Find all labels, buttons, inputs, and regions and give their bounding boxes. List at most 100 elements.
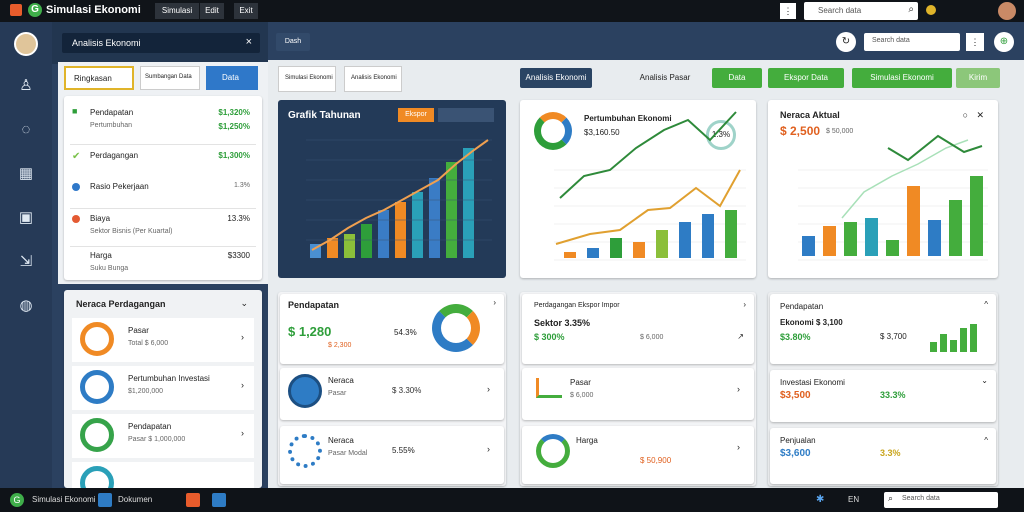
simulasi-ekonomi-button[interactable]: Simulasi Ekonomi [852, 68, 952, 88]
start-g-icon[interactable]: G [10, 493, 24, 507]
chat-icon[interactable]: ◌ [21, 121, 31, 138]
tray-icon[interactable]: ✱ [816, 494, 825, 505]
analisis-ekonomi-button[interactable]: Analisis Ekonomi [520, 68, 592, 88]
trade-summary[interactable]: Perdagangan Ekspor Impor Sektor 3.35% $ … [522, 294, 754, 364]
profile-avatar[interactable] [14, 32, 38, 56]
income-summary[interactable]: Pendapatan $ 1,280 54.3% $ 2,300 › [280, 294, 504, 364]
status-icon[interactable] [926, 5, 936, 15]
calendar-icon[interactable]: ▦ [18, 165, 34, 182]
revenue-summary[interactable]: Pendapatan Ekonomi $ 3,100 $3.80% $ 3,70… [770, 294, 996, 364]
chevron-right-icon[interactable]: › [241, 380, 244, 390]
chevron-icon[interactable]: › [737, 384, 740, 394]
bar [564, 252, 576, 258]
bar [970, 176, 983, 256]
tab-exit[interactable]: Exit [234, 3, 258, 19]
ring-green-icon [536, 434, 570, 468]
chevron-icon[interactable]: › [493, 298, 496, 307]
app-title: Simulasi Ekonomi [46, 4, 141, 16]
taskbar-app-dokumen[interactable]: Dokumen [118, 495, 153, 504]
chevron-icon[interactable]: › [487, 444, 490, 454]
analisis-pasar-button[interactable]: Analisis Pasar [639, 73, 691, 82]
bar [950, 340, 957, 352]
close-icon[interactable]: × [245, 36, 252, 48]
left-search[interactable]: Analisis Ekonomi × [62, 33, 260, 53]
chevron-right-icon[interactable]: › [241, 332, 244, 342]
arrow-icon[interactable]: ↗ [737, 332, 744, 341]
list-item[interactable]: Pasar Total $ 6,000 › [72, 318, 254, 362]
card-pct: 54.3% [394, 328, 417, 337]
list-item[interactable] [72, 462, 254, 500]
card-value: $ 6,000 [570, 392, 594, 399]
lang-indicator[interactable]: EN [848, 495, 860, 504]
card-value: $ 3.30% [392, 386, 422, 395]
card-value: Ekonomi $ 3,100 [780, 318, 843, 327]
subtab-analisis[interactable]: Analisis Ekonomi [344, 66, 402, 92]
chart-value: $ 2,500 [780, 124, 821, 138]
dash-button[interactable]: Dash [276, 33, 310, 51]
tab-ringkasan-label: Ringkasan [74, 74, 112, 83]
add-icon[interactable]: ⊕ [994, 32, 1014, 52]
item-value: $1,300% [218, 151, 250, 160]
title-bar: G Simulasi Ekonomi Simulasi Edit Exit ⋮ … [0, 0, 1024, 22]
chevron-icon[interactable]: › [743, 300, 746, 309]
app-orange-icon[interactable] [186, 493, 200, 507]
list-item[interactable]: Harga Suku Bunga $3300 [70, 246, 256, 276]
menu-icon[interactable]: ⋮ [780, 3, 796, 19]
docs-icon[interactable] [98, 493, 112, 507]
export-icon[interactable]: ⇲ [19, 253, 33, 270]
ekspor-data-button[interactable]: Ekspor Data [768, 68, 844, 88]
chevron-right-icon[interactable]: › [241, 428, 244, 438]
info-icon[interactable]: ○ [962, 110, 968, 120]
search-input[interactable]: Search data ⌕ [804, 2, 918, 20]
app-logo-icon [10, 4, 22, 16]
tab-edit[interactable]: Edit [200, 3, 224, 19]
user-avatar[interactable] [998, 2, 1016, 20]
close-icon[interactable]: ✕ [976, 110, 984, 120]
balance-card-2[interactable]: Neraca 5.55% Pasar Modal › [280, 426, 504, 484]
card-value: $3,500 [780, 390, 811, 401]
taskbar-app-simulasi[interactable]: Simulasi Ekonomi [32, 495, 96, 504]
tab-data[interactable]: Data [206, 66, 258, 90]
sales-card[interactable]: Penjualan $3,600 3.3% ^ [770, 428, 996, 484]
list-item[interactable]: ✔ Perdagangan $1,300% [70, 144, 256, 168]
chevron-down-icon[interactable]: ⌄ [240, 298, 248, 308]
chevron-icon[interactable]: ^ [984, 436, 988, 445]
user-icon[interactable]: ♙ [19, 77, 33, 94]
list-item[interactable]: Pertumbuhan Investasi $1,200,000 › [72, 366, 254, 410]
card-title: Pendapatan [288, 300, 340, 310]
avatar-ring-icon [288, 374, 322, 408]
list-item[interactable]: Biaya Sektor Bisnis (Per Kuartal) 13.3% [70, 208, 256, 238]
export-chart-button[interactable]: Ekspor [398, 108, 434, 122]
data-button[interactable]: Data [712, 68, 762, 88]
balance-card-1[interactable]: Neraca $ 3.30% Pasar › [280, 368, 504, 420]
app-blue-icon[interactable] [212, 493, 226, 507]
folder-icon[interactable]: ▣ [18, 209, 34, 226]
refresh-icon[interactable]: ↻ [836, 32, 856, 52]
tab-ringkasan[interactable]: Ringkasan [64, 66, 134, 90]
more-icon[interactable]: ⋮ [966, 33, 984, 51]
list-item[interactable]: Pendapatan Pasar $ 1,000,000 › [72, 414, 254, 458]
list-item[interactable]: ■ Pendapatan Pertumbuhan $1,320% $1,250% [70, 106, 256, 136]
subtab-simulasi[interactable]: Simulasi Ekonomi [278, 66, 336, 92]
chevron-icon[interactable]: › [487, 384, 490, 394]
chevron-icon[interactable]: › [737, 442, 740, 452]
market-card[interactable]: Pasar $ 6,000 › [522, 368, 754, 420]
investment-card[interactable]: Investasi Ekonomi $3,500 33.3% ⌄ [770, 370, 996, 422]
bar [702, 214, 714, 258]
tab-simulasi[interactable]: Simulasi [155, 3, 199, 19]
bar [970, 324, 977, 352]
price-card[interactable]: Harga $ 50,900 › [522, 426, 754, 484]
kirim-button[interactable]: Kirim [956, 68, 1000, 88]
sidebar: ♙ ◌ ▦ ▣ ⇲ ◍ [0, 22, 52, 488]
support-icon[interactable]: ◍ [19, 297, 33, 314]
chart-title: Neraca Aktual [780, 110, 840, 120]
bar [928, 220, 941, 256]
tab-sumbangan[interactable]: Sumbangan Data [140, 66, 200, 90]
chevron-icon[interactable]: ⌄ [981, 376, 988, 385]
taskbar-search[interactable]: ⌕ Search data [884, 492, 998, 508]
card-value: $ 50,900 [640, 456, 672, 465]
list-item[interactable]: Rasio Pekerjaan 1.3% [70, 176, 256, 200]
chevron-icon[interactable]: ^ [984, 300, 988, 309]
filter-input[interactable]: Search data [864, 33, 960, 51]
ring-orange-icon [80, 322, 114, 356]
